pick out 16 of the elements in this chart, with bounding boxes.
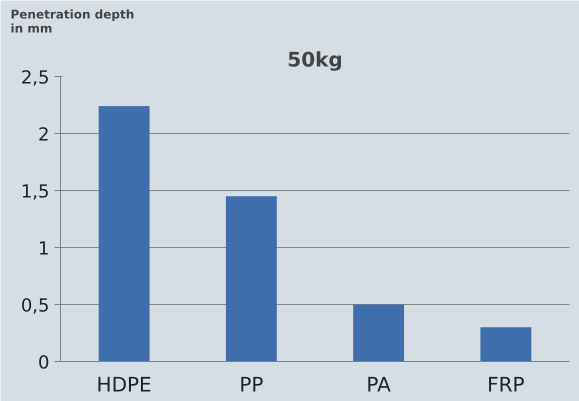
chart-title: 50kg (287, 48, 343, 72)
bar (480, 327, 532, 362)
y-tick-label: 1,5 (20, 182, 50, 202)
bar (353, 304, 404, 362)
x-tick-label: FRP (487, 372, 525, 396)
bar (226, 196, 277, 362)
bar (98, 106, 150, 362)
x-tick-label: HDPE (96, 372, 152, 396)
y-axis-title: Penetration depth in mm (10, 8, 134, 36)
x-tick-label: PP (239, 372, 264, 396)
y-tick-label: 1 (38, 238, 50, 260)
y-tick-label: 2,5 (20, 68, 50, 88)
y-tick-label: 0,5 (20, 296, 50, 316)
y-tick-label: 2 (38, 124, 50, 146)
x-tick-label: PA (366, 372, 392, 396)
y-tick-label: 0 (38, 352, 50, 374)
